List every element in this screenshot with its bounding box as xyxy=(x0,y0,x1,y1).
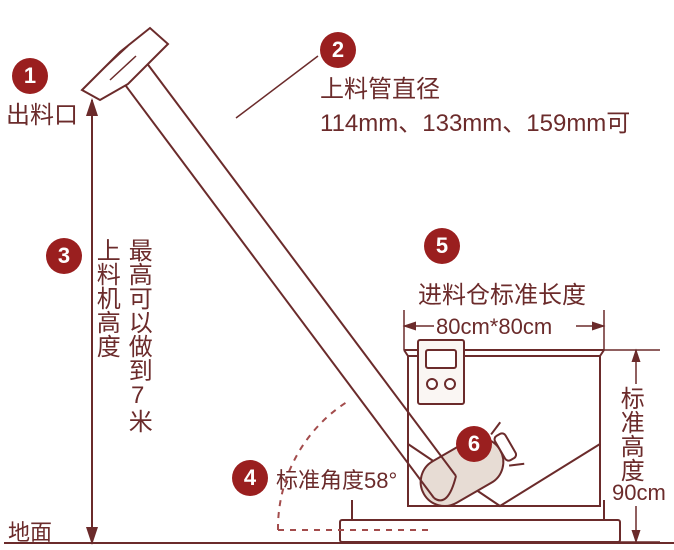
badge-5: 5 xyxy=(424,228,460,264)
dim-height-text: 90cm xyxy=(612,480,666,506)
label-2a: 上料管直径 xyxy=(320,74,440,106)
badge-2: 2 xyxy=(320,32,356,68)
label-4: 标准角度58° xyxy=(276,466,397,496)
badge-1: 1 xyxy=(12,58,48,94)
badge-6: 6 xyxy=(456,426,492,462)
badge-4: 4 xyxy=(232,460,268,496)
label-3a: 上料机高度 xyxy=(90,238,121,358)
label-1: 出料口 xyxy=(6,100,78,132)
label-6a: 标准高度 xyxy=(614,386,645,482)
control-panel xyxy=(418,340,464,404)
label-2b: 114mm、133mm、159mm可 xyxy=(320,108,630,140)
dim-width-text: 80cm*80cm xyxy=(436,314,552,340)
callout-2 xyxy=(236,56,318,118)
badge-3: 3 xyxy=(46,238,82,274)
angle-arc xyxy=(278,400,350,530)
label-ground: 地面 xyxy=(8,518,52,548)
label-5: 进料仓标准长度 xyxy=(418,280,586,312)
label-3b: 最高可以做到7米 xyxy=(122,238,153,433)
